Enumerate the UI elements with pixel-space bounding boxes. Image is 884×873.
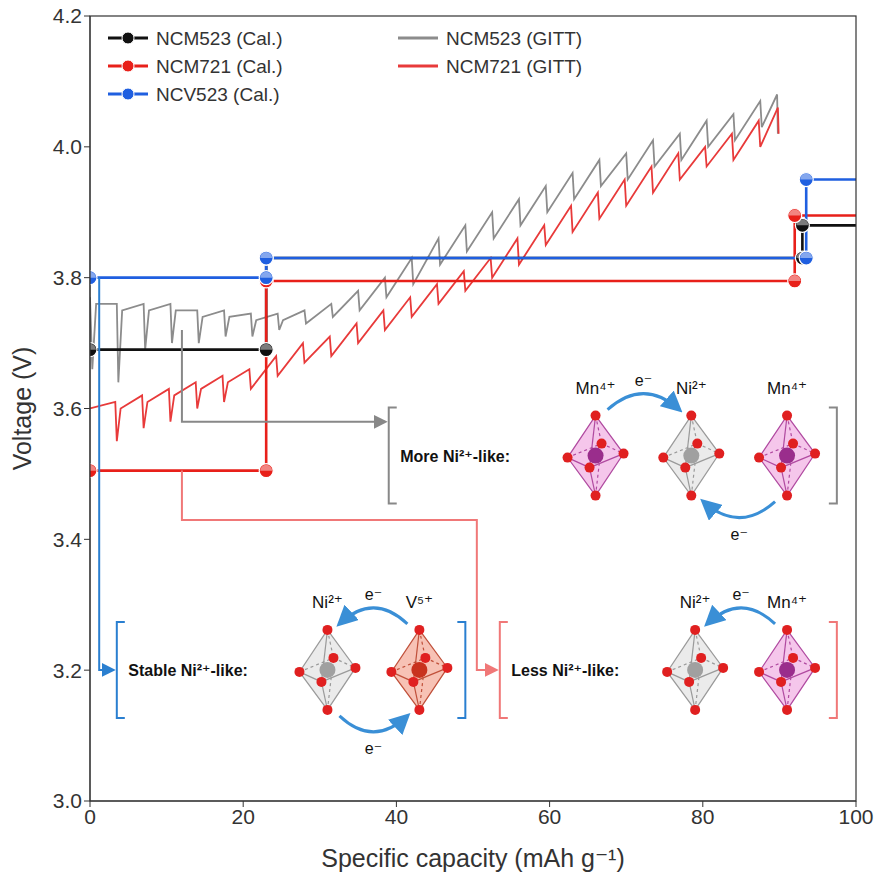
svg-text:3.4: 3.4 bbox=[53, 528, 83, 551]
svg-text:3.8: 3.8 bbox=[53, 266, 82, 289]
svg-text:20: 20 bbox=[232, 805, 255, 828]
svg-text:3.6: 3.6 bbox=[53, 397, 82, 420]
svg-text:80: 80 bbox=[691, 805, 714, 828]
svg-text:NCM523 (Cal.): NCM523 (Cal.) bbox=[156, 28, 283, 49]
svg-text:More Ni²⁺-like:: More Ni²⁺-like: bbox=[400, 448, 510, 465]
svg-text:NCM523 (GITT): NCM523 (GITT) bbox=[446, 28, 582, 49]
svg-text:e⁻: e⁻ bbox=[365, 740, 382, 757]
svg-text:Stable Ni²⁺-like:: Stable Ni²⁺-like: bbox=[128, 662, 248, 679]
svg-text:NCM721 (GITT): NCM721 (GITT) bbox=[446, 56, 582, 77]
svg-text:Voltage (V): Voltage (V) bbox=[8, 347, 36, 471]
svg-text:Mn⁴⁺: Mn⁴⁺ bbox=[767, 379, 807, 398]
svg-text:Ni²⁺: Ni²⁺ bbox=[680, 593, 711, 612]
svg-text:NCM721 (Cal.): NCM721 (Cal.) bbox=[156, 56, 283, 77]
svg-text:4.2: 4.2 bbox=[53, 4, 82, 27]
svg-text:e⁻: e⁻ bbox=[732, 586, 749, 603]
svg-text:3.0: 3.0 bbox=[53, 789, 82, 812]
svg-text:e⁻: e⁻ bbox=[731, 526, 748, 543]
svg-text:Less Ni²⁺-like:: Less Ni²⁺-like: bbox=[511, 662, 619, 679]
svg-text:0: 0 bbox=[84, 805, 96, 828]
svg-text:100: 100 bbox=[838, 805, 873, 828]
svg-text:e⁻: e⁻ bbox=[635, 372, 652, 389]
svg-text:Specific capacity (mAh g⁻¹): Specific capacity (mAh g⁻¹) bbox=[321, 844, 625, 872]
svg-text:NCV523 (Cal.): NCV523 (Cal.) bbox=[156, 84, 280, 105]
svg-text:Ni²⁺: Ni²⁺ bbox=[312, 593, 343, 612]
svg-text:e⁻: e⁻ bbox=[365, 586, 382, 603]
svg-text:40: 40 bbox=[385, 805, 408, 828]
svg-text:3.2: 3.2 bbox=[53, 659, 82, 682]
svg-text:Ni²⁺: Ni²⁺ bbox=[676, 379, 707, 398]
svg-text:Mn⁴⁺: Mn⁴⁺ bbox=[576, 379, 616, 398]
svg-text:60: 60 bbox=[538, 805, 561, 828]
svg-text:Mn⁴⁺: Mn⁴⁺ bbox=[767, 593, 807, 612]
svg-text:V⁵⁺: V⁵⁺ bbox=[406, 593, 433, 612]
svg-text:4.0: 4.0 bbox=[53, 135, 82, 158]
